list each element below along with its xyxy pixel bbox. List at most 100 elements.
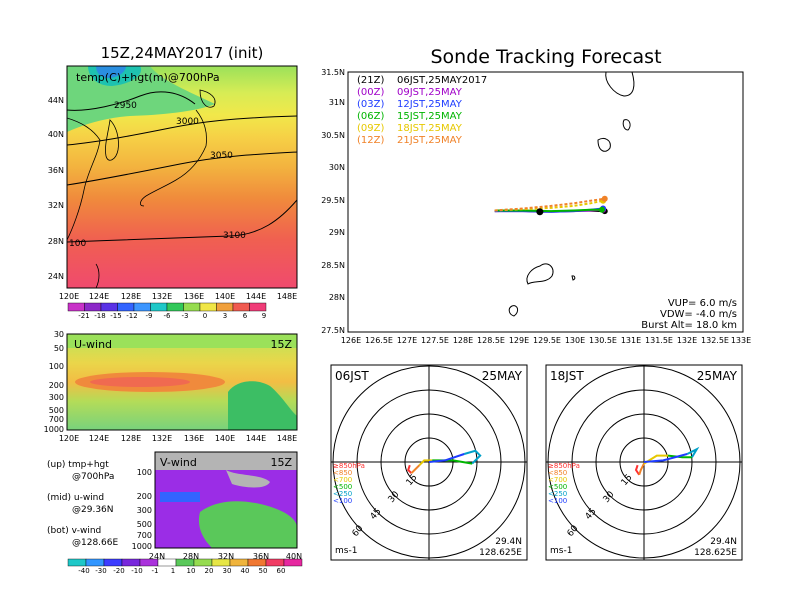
lon-tick: 127.5E — [421, 336, 449, 345]
uwind-time: 15Z — [270, 338, 292, 351]
hodo-line — [428, 453, 465, 463]
cb-tick: 6 — [243, 312, 248, 320]
vwind-label: V-wind — [160, 456, 197, 469]
legend-bot-2: @128.66E — [72, 538, 118, 548]
hodo-lat: 29.4N — [710, 537, 737, 547]
cb-tick: -6 — [164, 312, 172, 320]
level-label: <500 — [548, 483, 567, 491]
legend-code-06z: (06Z) — [357, 111, 384, 122]
coast-japan — [140, 109, 207, 207]
colorbar-cell — [100, 302, 118, 312]
legend-mid-2: @29.36N — [72, 505, 114, 515]
hodo-date: 25MAY — [697, 369, 738, 383]
lon-tick: 128.5E — [477, 336, 505, 345]
vwind-blue-band — [160, 492, 200, 502]
vwind-time: 15Z — [270, 456, 292, 469]
level-label: <700 — [548, 476, 567, 484]
temp-map: temp(C)+hgt(m)@700hPa 2950 3000 3050 310… — [48, 65, 298, 301]
uwind-jet-inner — [90, 377, 190, 387]
cb-tick: -9 — [146, 312, 153, 320]
lon-tick: 131E — [621, 336, 641, 345]
hodo-line — [638, 463, 645, 476]
lon-tick: 148E — [277, 434, 297, 443]
p-tick: 1000 — [132, 542, 152, 551]
hodo-line — [643, 453, 688, 463]
level-label: <850 — [333, 469, 352, 477]
colorbar-cell — [150, 302, 168, 312]
uwind-top-band — [67, 334, 297, 348]
level-label: <850 — [548, 469, 567, 477]
p-tick: 200 — [49, 381, 64, 390]
colorbar-cell — [166, 302, 184, 312]
hodo-unit: ms-1 — [335, 546, 357, 556]
temp-map-label: temp(C)+hgt(m)@700hPa — [76, 71, 220, 84]
level-label: ≥850hPa — [333, 462, 365, 470]
lon-tick: 132E — [152, 292, 172, 301]
lat-tick: 40N — [48, 130, 64, 139]
tracking-frame — [347, 71, 744, 333]
lon-tick: 129.5E — [533, 336, 561, 345]
contour-3100 — [67, 199, 297, 243]
legend-code-03z: (03Z) — [357, 99, 384, 110]
cb-tick: 20 — [205, 567, 214, 575]
colorbar-cell — [117, 302, 135, 312]
param-vdw: VDW= -4.0 m/s — [660, 309, 737, 320]
contour-label-100: 100 — [69, 239, 86, 249]
tracking-lat-ticks: 31.5N 31N 30.5N 30N 29.5N 29N 28.5N 28N … — [321, 68, 345, 335]
island-c — [526, 263, 554, 285]
cb-tick: 0 — [203, 312, 207, 320]
contour-label-3100: 3100 — [223, 231, 246, 241]
vwind-frame — [154, 451, 298, 549]
vwind-panel: V-wind 15Z 100 200 300 500 700 1000 24N … — [132, 451, 302, 561]
track-endpoint — [598, 206, 605, 213]
colorbar-cell — [175, 558, 195, 567]
hodo-line — [667, 454, 692, 459]
lat-tick: 31N — [329, 98, 345, 107]
track-line — [494, 197, 605, 212]
lon-tick: 136E — [184, 434, 204, 443]
legend-code-09z: (09Z) — [357, 123, 384, 134]
p-tick: 50 — [54, 344, 64, 353]
track-line — [494, 208, 602, 213]
tracking-map: (21Z) 06JST,25MAY2017 (00Z) 09JST,25MAY … — [321, 68, 751, 345]
lat-tick: 24N — [48, 272, 64, 281]
lon-tick: 130.5E — [589, 336, 617, 345]
hodo-lines — [407, 449, 482, 474]
p-tick: 300 — [137, 506, 152, 515]
cold-core-inner — [96, 66, 126, 78]
colorbar-cell — [265, 558, 285, 567]
lon-tick: 140E — [215, 292, 235, 301]
param-burst: Burst Alt= 18.0 km — [641, 320, 737, 331]
lon-tick: 144E — [246, 292, 266, 301]
colorbar-cell — [247, 558, 267, 567]
lon-tick: 128E — [453, 336, 473, 345]
p-tick: 100 — [137, 468, 152, 477]
cb-tick: -3 — [182, 312, 189, 320]
hodo-line — [463, 449, 482, 465]
contour-3050 — [67, 151, 297, 186]
lat-tick: 28N — [329, 293, 345, 302]
lat-tick: 31.5N — [321, 68, 345, 77]
lon-tick: 140E — [215, 434, 235, 443]
contour-3000 — [67, 115, 297, 146]
lon-tick: 132E — [677, 336, 697, 345]
colorbar-cell — [121, 558, 141, 567]
cb-tick: 1 — [171, 567, 175, 575]
colorbar-cell — [67, 558, 87, 567]
track-marker — [536, 208, 544, 216]
hodo-time: 06JST — [335, 369, 369, 383]
cb-tick: 40 — [241, 567, 250, 575]
p-tick: 200 — [137, 492, 152, 501]
vwind-green-patch — [198, 501, 297, 548]
main-title: Sonde Tracking Forecast — [430, 46, 661, 68]
level-label: <250 — [333, 490, 352, 498]
colorbar-cell — [229, 558, 249, 567]
lat-tick: 44N — [48, 96, 64, 105]
p-tick: 700 — [49, 415, 64, 424]
lat-tick: 36N — [48, 166, 64, 175]
lon-tick: 124E — [89, 292, 109, 301]
lon-tick: 131.5E — [645, 336, 673, 345]
level-label: ≥850hPa — [548, 462, 580, 470]
hodo-line — [407, 464, 413, 474]
